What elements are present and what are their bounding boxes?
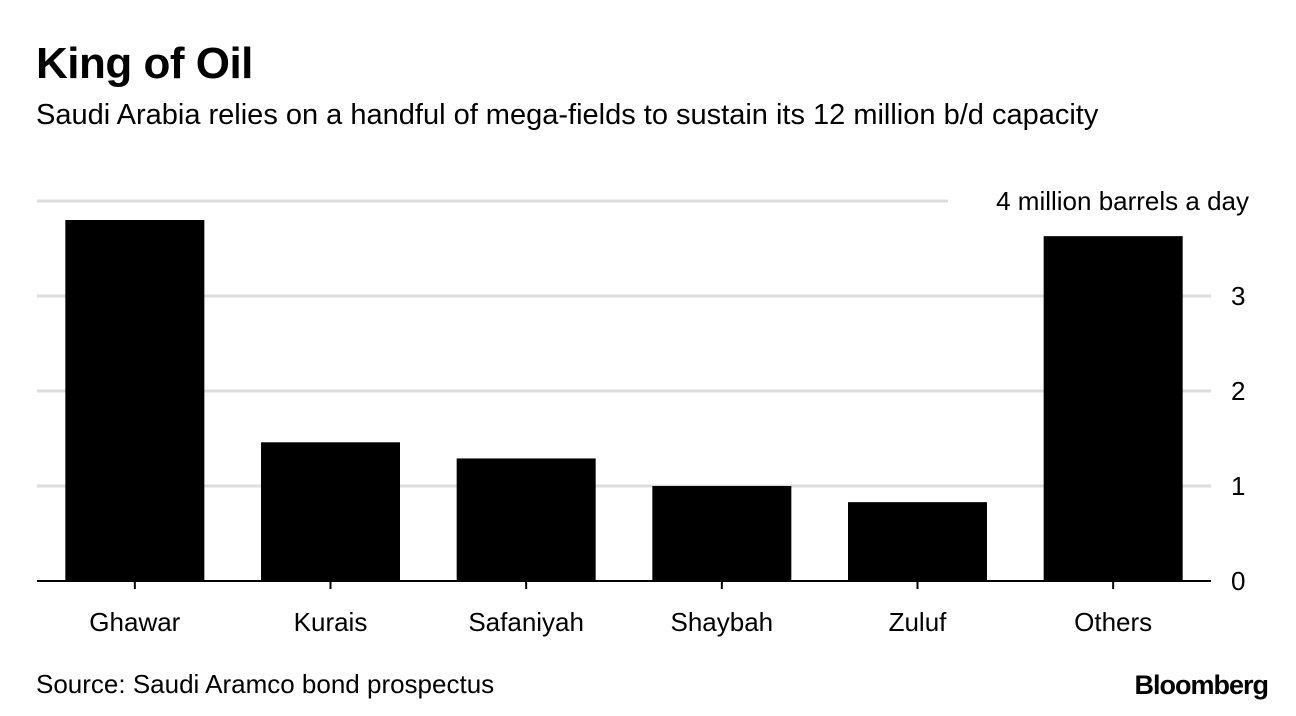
bars [65, 220, 1183, 581]
y-tick-label: 2 [1231, 376, 1245, 406]
y-tick-label: 4 million barrels a day [996, 186, 1249, 216]
chart-subtitle: Saudi Arabia relies on a handful of mega… [36, 99, 1099, 131]
y-tick-label: 0 [1231, 566, 1245, 596]
x-axis-labels: Ghawar Kurais Safaniyah Shaybah Zuluf Others [89, 607, 1152, 637]
bar [652, 486, 792, 581]
x-tick-label: Ghawar [89, 607, 180, 637]
x-axis [37, 580, 1211, 589]
x-tick-label: Kurais [294, 607, 368, 637]
bloomberg-logo: Bloomberg [1134, 670, 1269, 700]
source-note: Source: Saudi Aramco bond prospectus [36, 669, 495, 699]
bar [261, 442, 400, 581]
x-tick-label: Others [1074, 607, 1152, 637]
bar [1043, 236, 1183, 581]
x-tick-label: Shaybah [671, 607, 774, 637]
chart-title: King of Oil [36, 39, 253, 88]
x-tick-label: Zuluf [889, 607, 948, 637]
bar [456, 458, 596, 581]
gridlines [37, 199, 1211, 488]
bar [848, 502, 987, 581]
y-tick-label: 1 [1231, 471, 1245, 501]
bar [65, 220, 205, 581]
y-tick-label: 3 [1231, 281, 1245, 311]
y-axis-labels: 0 1 2 3 4 million barrels a day [996, 186, 1249, 596]
x-tick-label: Safaniyah [468, 607, 584, 637]
